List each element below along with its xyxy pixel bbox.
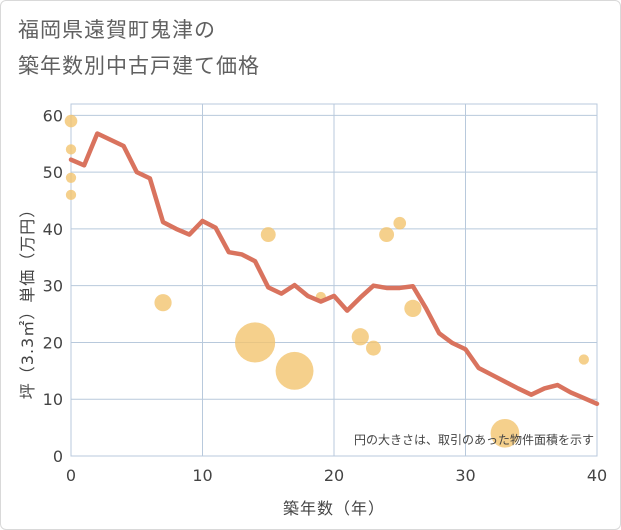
bubble-point bbox=[260, 227, 276, 243]
x-tick-label: 20 bbox=[324, 466, 344, 485]
y-tick-label: 0 bbox=[53, 447, 63, 466]
average-price-line bbox=[68, 131, 600, 407]
bubble-series bbox=[64, 114, 589, 448]
chart-title-line1: 福岡県遠賀町鬼津の bbox=[18, 18, 216, 42]
y-axis-label: 坪（3.3㎡）単価（万円） bbox=[18, 201, 37, 399]
size-note: 円の大きさは、取引のあった物件面積を示す bbox=[354, 432, 594, 447]
y-tick-label: 50 bbox=[43, 163, 63, 182]
x-tick-label: 40 bbox=[587, 466, 607, 485]
x-tick-label: 10 bbox=[192, 466, 212, 485]
plot-frame bbox=[70, 103, 598, 457]
y-tick-label: 40 bbox=[43, 220, 63, 239]
bubble-point bbox=[65, 144, 77, 155]
bubble-point bbox=[366, 340, 381, 356]
tick-labels: 0 10 20 30 40 0 10 20 30 40 50 60 bbox=[43, 106, 608, 485]
x-tick-label: 0 bbox=[66, 466, 76, 485]
bubble-point bbox=[578, 354, 589, 365]
bubble-point bbox=[404, 299, 422, 317]
bubble-point bbox=[65, 189, 77, 200]
x-tick-label: 30 bbox=[455, 466, 475, 485]
bubble-point bbox=[235, 322, 276, 363]
chart-title-line2: 築年数別中古戸建て価格 bbox=[18, 54, 260, 78]
bubble-point bbox=[393, 216, 407, 230]
bubble-point bbox=[351, 328, 369, 346]
y-tick-label: 60 bbox=[43, 106, 63, 125]
bubble-point bbox=[275, 351, 314, 390]
bubble-point bbox=[64, 114, 78, 128]
bubble-point bbox=[490, 418, 520, 448]
x-axis-label: 築年数（年） bbox=[283, 499, 385, 518]
line-series bbox=[68, 131, 600, 407]
y-tick-label: 10 bbox=[43, 390, 63, 409]
chart-title: 福岡県遠賀町鬼津の 築年数別中古戸建て価格 bbox=[18, 12, 578, 84]
y-tick-label: 20 bbox=[43, 333, 63, 352]
bubble-point bbox=[154, 294, 172, 312]
y-tick-label: 30 bbox=[43, 277, 63, 296]
bubble-point bbox=[65, 172, 77, 183]
grid-lines bbox=[70, 104, 598, 457]
bubble-point bbox=[379, 227, 395, 243]
